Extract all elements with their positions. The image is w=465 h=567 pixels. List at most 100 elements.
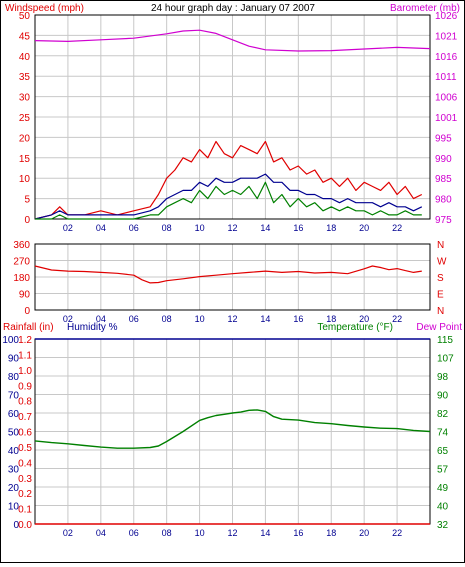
windspeed-tick-45: 45 [19, 31, 31, 42]
series-wind-direction [34, 265, 422, 284]
barometer-tick-1011: 1011 [435, 72, 457, 83]
direction-tick-90: 90 [19, 290, 31, 301]
dewpoint-label: Dew Point [416, 322, 462, 333]
wind-x-tick-14: 14 [260, 223, 270, 233]
humidity-tick-80: 80 [8, 372, 20, 383]
temperature-tick-90: 90 [437, 391, 449, 402]
temp-x-tick-18: 18 [326, 528, 336, 538]
temperature-tick-65: 65 [437, 446, 449, 457]
wind-x-tick-02: 02 [63, 223, 73, 233]
rain-tick-0.5: 0.5 [18, 443, 32, 454]
compass-tick-W: W [437, 257, 447, 268]
wind-x-tick-08: 08 [162, 223, 172, 233]
dir-x-tick-02: 02 [63, 314, 73, 324]
windspeed-tick-20: 20 [19, 133, 31, 144]
temp-x-tick-12: 12 [227, 528, 237, 538]
rain-tick-0.9: 0.9 [18, 381, 32, 392]
series-temperature [34, 409, 431, 449]
temperature-tick-74: 74 [437, 428, 449, 439]
compass-tick-E: E [437, 290, 444, 301]
dir-x-tick-14: 14 [260, 314, 270, 324]
rain-tick-0.3: 0.3 [18, 474, 32, 485]
temp-x-tick-22: 22 [392, 528, 402, 538]
temp-x-tick-20: 20 [359, 528, 369, 538]
temp-x-tick-04: 04 [96, 528, 106, 538]
barometer-tick-995: 995 [435, 133, 452, 144]
temperature-tick-115: 115 [437, 335, 453, 346]
temperature-tick-107: 107 [437, 354, 454, 365]
humidity-tick-60: 60 [8, 409, 20, 420]
wind-x-tick-10: 10 [195, 223, 205, 233]
wind-x-tick-18: 18 [326, 223, 336, 233]
direction-plot-area [34, 243, 431, 311]
rain-tick-0.6: 0.6 [18, 428, 32, 439]
windspeed-tick-30: 30 [19, 93, 31, 104]
dir-x-tick-16: 16 [293, 314, 303, 324]
humidity-tick-100: 100 [2, 335, 19, 346]
wind-x-tick-20: 20 [359, 223, 369, 233]
direction-tick-180: 180 [13, 273, 30, 284]
humidity-tick-20: 20 [8, 483, 20, 494]
temp-x-tick-02: 02 [63, 528, 73, 538]
temperature-tick-98: 98 [437, 372, 449, 383]
compass-tick-N: N [437, 306, 444, 317]
rain-tick-1.2: 1.2 [18, 335, 32, 346]
humidity-tick-30: 30 [8, 465, 20, 476]
temperature-tick-32: 32 [437, 520, 449, 531]
compass-tick-N: N [437, 240, 444, 251]
dir-x-tick-06: 06 [129, 314, 139, 324]
humidity-tick-0: 0 [13, 520, 19, 531]
rain-tick-0.2: 0.2 [18, 489, 32, 500]
temperature-tick-49: 49 [437, 483, 449, 494]
wind-x-tick-04: 04 [96, 223, 106, 233]
wind-ylabel-left: Windspeed (mph) [5, 3, 84, 14]
temperature-tick-82: 82 [437, 409, 449, 420]
rain-tick-0.4: 0.4 [18, 458, 32, 469]
barometer-tick-980: 980 [435, 195, 452, 206]
barometer-tick-1001: 1001 [435, 113, 458, 124]
temp-x-tick-08: 08 [162, 528, 172, 538]
rainfall-label: Rainfall (in) [3, 322, 54, 333]
temp-x-tick-06: 06 [129, 528, 139, 538]
humidity-tick-70: 70 [8, 391, 20, 402]
barometer-tick-1026: 1026 [435, 11, 458, 22]
wind-x-tick-12: 12 [227, 223, 237, 233]
dir-x-tick-20: 20 [359, 314, 369, 324]
barometer-tick-990: 990 [435, 154, 452, 165]
windspeed-tick-5: 5 [24, 195, 30, 206]
barometer-tick-1016: 1016 [435, 52, 458, 63]
temp-x-tick-16: 16 [293, 528, 303, 538]
direction-tick-270: 270 [13, 257, 30, 268]
series-gust [34, 140, 423, 220]
windspeed-tick-15: 15 [19, 154, 31, 165]
dir-x-tick-22: 22 [392, 314, 402, 324]
compass-tick-S: S [437, 273, 444, 284]
humidity-tick-50: 50 [8, 428, 20, 439]
rain-tick-0.0: 0.0 [18, 520, 32, 531]
wind-x-tick-06: 06 [129, 223, 139, 233]
windspeed-tick-25: 25 [19, 113, 31, 124]
dir-x-tick-12: 12 [227, 314, 237, 324]
rain-tick-0.1: 0.1 [18, 505, 32, 516]
dir-x-tick-10: 10 [195, 314, 205, 324]
direction-tick-0: 0 [24, 306, 30, 317]
series-wind [35, 181, 422, 220]
wind-x-tick-22: 22 [392, 223, 402, 233]
series-barometer [34, 29, 431, 52]
chart-title: 24 hour graph day : January 07 2007 [151, 3, 315, 14]
humidity-tick-10: 10 [8, 502, 20, 513]
wind-ylabel-right: Barometer (mb) [390, 3, 460, 14]
dir-x-tick-18: 18 [326, 314, 336, 324]
rain-tick-0.7: 0.7 [18, 412, 32, 423]
wind-x-tick-16: 16 [293, 223, 303, 233]
series-average [34, 173, 423, 220]
windspeed-tick-0: 0 [24, 215, 30, 226]
direction-tick-360: 360 [13, 240, 30, 251]
dir-x-tick-04: 04 [96, 314, 106, 324]
temperature-label: Temperature (°F) [317, 322, 393, 333]
humidity-tick-40: 40 [8, 446, 20, 457]
windspeed-tick-10: 10 [19, 174, 31, 185]
temp-x-tick-14: 14 [260, 528, 270, 538]
